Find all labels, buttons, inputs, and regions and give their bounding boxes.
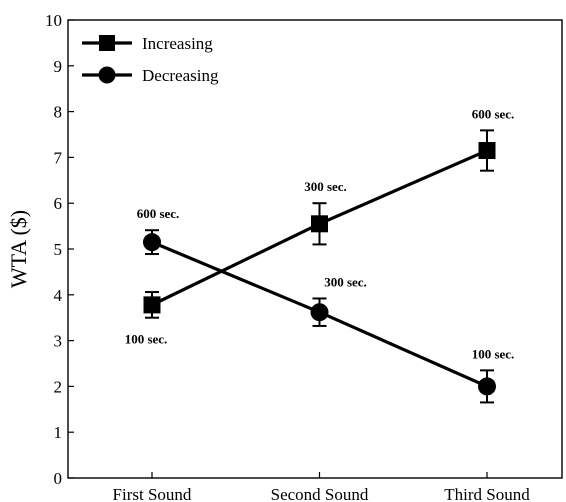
legend-label: Increasing (142, 34, 213, 53)
legend-item-increasing: Increasing (82, 34, 213, 53)
data-point-circle (478, 377, 496, 396)
data-point-circle (310, 303, 329, 322)
y-tick-label: 9 (54, 57, 63, 76)
data-annotation: 300 sec. (304, 179, 347, 194)
data-point-square (478, 142, 496, 160)
series-layer: 100 sec. 300 sec. 600 sec. 600 sec. 300 sec.… (125, 106, 515, 404)
data-point-square (143, 296, 161, 314)
plot-border (67, 19, 563, 479)
series-increasing: 100 sec. 300 sec. 600 sec. (125, 106, 515, 346)
x-category-label: First Sound (113, 485, 192, 502)
y-tick-label: 2 (54, 377, 63, 396)
y-tick-label: 10 (45, 11, 62, 30)
data-point-circle (143, 233, 161, 252)
x-category-label: Second Sound (271, 485, 369, 502)
data-annotation: 100 sec. (125, 332, 168, 347)
legend: Increasing Decreasing (82, 34, 219, 85)
y-tick-label: 8 (54, 103, 63, 122)
x-axis: First Sound Second Sound Third Sound (113, 472, 530, 502)
y-tick-label: 5 (54, 240, 63, 259)
plot-frame (67, 19, 563, 479)
y-tick-label: 1 (54, 423, 63, 442)
x-category-label: Third Sound (444, 485, 530, 502)
y-tick-label: 6 (54, 194, 63, 213)
y-tick-label: 7 (54, 148, 63, 167)
y-axis-title: WTA ($) (6, 210, 31, 288)
legend-item-decreasing: Decreasing (82, 66, 219, 85)
legend-marker-circle (98, 66, 116, 84)
data-annotation: 600 sec. (472, 106, 515, 121)
y-tick-label: 0 (54, 469, 63, 488)
y-axis: 0 1 2 3 4 5 6 7 8 9 10 (45, 11, 74, 488)
legend-marker-square (99, 35, 115, 51)
data-annotation: 300 sec. (324, 274, 367, 289)
series-decreasing: 600 sec. 300 sec. 100 sec. (137, 206, 515, 404)
y-tick-label: 3 (54, 332, 63, 351)
data-point-square (311, 215, 328, 233)
data-annotation: 600 sec. (137, 206, 180, 221)
y-tick-label: 4 (54, 286, 63, 305)
legend-label: Decreasing (142, 66, 219, 85)
data-annotation: 100 sec. (472, 346, 515, 361)
